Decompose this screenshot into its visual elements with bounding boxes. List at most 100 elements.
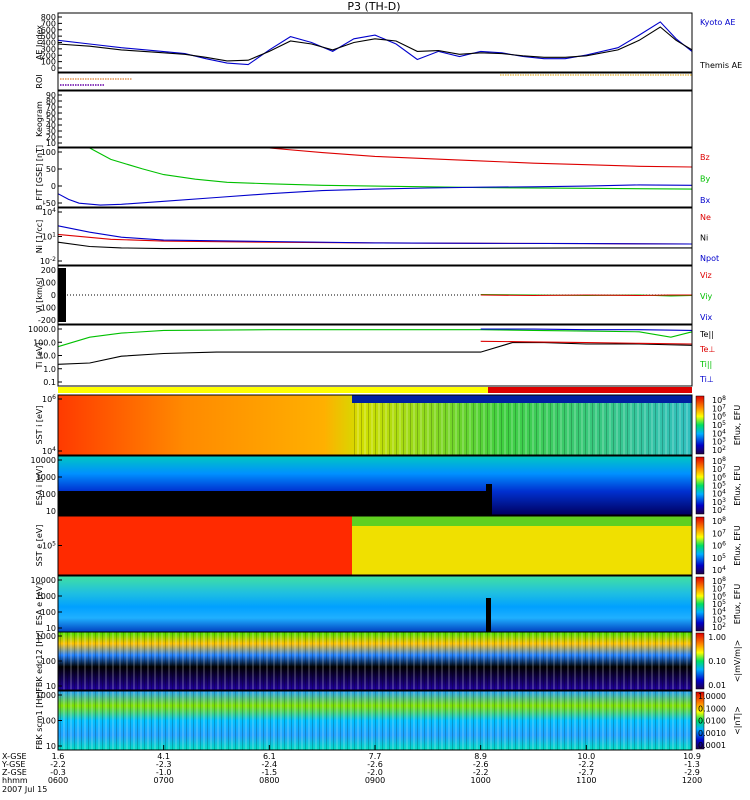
colorbar-label-fbk2: 0.1000 <box>698 704 726 713</box>
ytick-label-keogram: 10 <box>46 139 56 148</box>
series-line-ae-1 <box>57 26 693 62</box>
ytick-label-ae: 0 <box>51 64 56 73</box>
colorbar-label-esa_e: 107 <box>712 584 726 594</box>
colorbar-title-sst_e: Eflux, EFU <box>733 525 742 566</box>
ytick-label-esa_i: 1000 <box>36 473 56 482</box>
series-line-vi-1 <box>480 294 692 297</box>
panel-frame-esa_i <box>57 455 693 516</box>
colorbar-label-sst_i: 102 <box>712 445 726 455</box>
legend-ti: Te|| <box>699 330 714 339</box>
ytick-label-bfit: -50 <box>43 199 56 208</box>
xaxis-row-value: 4.1 <box>157 752 170 761</box>
series-line-ni-1 <box>57 241 692 250</box>
colorbar-label-fbk2: 0.0100 <box>698 717 726 726</box>
ylabel-fbk2: FBK scm1 [Hz] <box>35 691 44 749</box>
ytick-label-ti: 100.0 <box>33 338 56 347</box>
ytick-label-ae: 600 <box>41 26 56 35</box>
legend-ti: Te⊥ <box>699 345 715 354</box>
colorbar-label-esa_e: 106 <box>712 591 726 601</box>
ytick-label-fbk1: 100 <box>41 657 56 666</box>
colorbar-title-fbk1: <|mV/m|> <box>733 640 742 683</box>
xaxis-row-value: -2.0 <box>367 768 383 777</box>
ytick-label-fbk2: 100 <box>41 717 56 726</box>
xaxis-row-value: 0700 <box>153 776 173 785</box>
legend-vi: Vix <box>700 313 713 322</box>
ytick-label-vi: 0 <box>51 291 56 300</box>
ylabel-roi: ROI <box>35 74 44 88</box>
ytick-label-fbk1: 10 <box>46 682 56 691</box>
colorbar-label-esa_i: 102 <box>712 505 726 515</box>
legend-bfit: By <box>700 175 710 184</box>
ytick-label-ae: 800 <box>41 13 56 22</box>
ytick-label-keogram: 20 <box>46 133 56 142</box>
colorbar-label-sst_e: 108 <box>712 516 726 526</box>
legend-ti: Ti|| <box>699 360 712 369</box>
ytick-label-ae: 200 <box>41 51 56 60</box>
ytick-label-keogram: 90 <box>46 91 56 100</box>
colorbar-fbk1 <box>695 632 705 690</box>
colorbar-label-fbk2: 0.0010 <box>698 729 726 738</box>
ytick-label-ae: 700 <box>41 19 56 28</box>
colorbar-esa_i <box>695 456 705 515</box>
ytick-label-esa_e: 1000 <box>36 592 56 601</box>
colorbar-label-sst_i: 105 <box>712 420 726 430</box>
xaxis-row-value: 0800 <box>259 776 279 785</box>
ytick-label-keogram: 80 <box>46 97 56 106</box>
xaxis-row-value: -2.7 <box>579 768 595 777</box>
ytick-label-ni: 101 <box>42 232 56 242</box>
ytick-label-fbk2: 1000 <box>36 691 56 700</box>
panel-bfit: 100 50 0 -50B_FIT [GSE] [nT] Bz By Bx <box>35 145 710 210</box>
ytick-label-keogram: 70 <box>46 103 56 112</box>
ylabel-sst_e: SST e [eV] <box>35 525 44 567</box>
colorbar-fbk2 <box>695 691 705 750</box>
colorbar-label-esa_e: 102 <box>712 622 726 632</box>
spectrogram-sst-ion-top <box>352 395 692 403</box>
ytick-label-vi: -200 <box>38 316 56 325</box>
series-line-ti-3 <box>480 340 693 345</box>
ylabel-sst_i: SST i [eV] <box>35 406 44 445</box>
colorbar-label-sst_i: 103 <box>712 437 726 447</box>
xaxis-row-value: -0.3 <box>50 768 66 777</box>
panel-frame-bfit <box>57 147 693 208</box>
xaxis-row-value: -1.0 <box>156 768 172 777</box>
ytick-label-ae: 300 <box>41 45 56 54</box>
ytick-label-ti: 0.1 <box>43 378 56 387</box>
xaxis-row-value: 10.0 <box>577 752 595 761</box>
spectrogram-fbk-edc12-texture <box>58 632 692 690</box>
xaxis-row-value: -1.3 <box>684 760 700 769</box>
ytick-label-esa_i: 100 <box>41 490 56 499</box>
xaxis-row-label: hhmm <box>2 776 28 785</box>
series-line-ti-1 <box>480 328 693 331</box>
xaxis-date: 2007 Jul 15 <box>2 785 47 794</box>
mode-bar-slow <box>58 387 488 393</box>
panel-frame-ti <box>57 324 693 387</box>
ytick-label-ni: 104 <box>42 207 56 217</box>
ytick-label-keogram: 60 <box>46 109 56 118</box>
ytick-label-ae: 100 <box>41 58 56 67</box>
colorbar-label-esa_i: 105 <box>712 481 726 491</box>
colorbar-label-sst_i: 106 <box>712 412 726 422</box>
legend-ni: Ne <box>700 213 711 222</box>
panel-vi: 200 100 0 -100 -200 Vi [km/s] Viz Viy Vix <box>35 265 713 325</box>
xaxis-row-label: X-GSE <box>2 752 27 761</box>
ytick-label-keogram: 50 <box>46 115 56 124</box>
panel-frame-ae <box>57 12 693 73</box>
colorbar-title-fbk2: <|nT|> <box>733 706 742 735</box>
ytick-label-esa_i: 10000 <box>31 456 56 465</box>
colorbar-sst_e <box>695 516 705 575</box>
ytick-label-esa_e: 10 <box>46 624 56 633</box>
colorbar-label-sst_e: 104 <box>712 565 726 575</box>
xaxis-row-value: -2.4 <box>262 760 278 769</box>
colorbar-label-esa_i: 103 <box>712 497 726 507</box>
spectrogram-esa-ion-lowband <box>58 491 490 515</box>
ytick-label-bfit: 50 <box>46 165 56 174</box>
xaxis-row-value: 0900 <box>365 776 385 785</box>
ylabel-ae: AE Index <box>35 25 44 60</box>
panel-frame-ni <box>57 207 693 266</box>
xaxis-row-value: 1200 <box>682 776 702 785</box>
ytick-label-fbk2: 10 <box>46 742 56 751</box>
colorbar-sst_i <box>695 395 705 455</box>
colorbar-label-esa_e: 104 <box>712 607 726 617</box>
